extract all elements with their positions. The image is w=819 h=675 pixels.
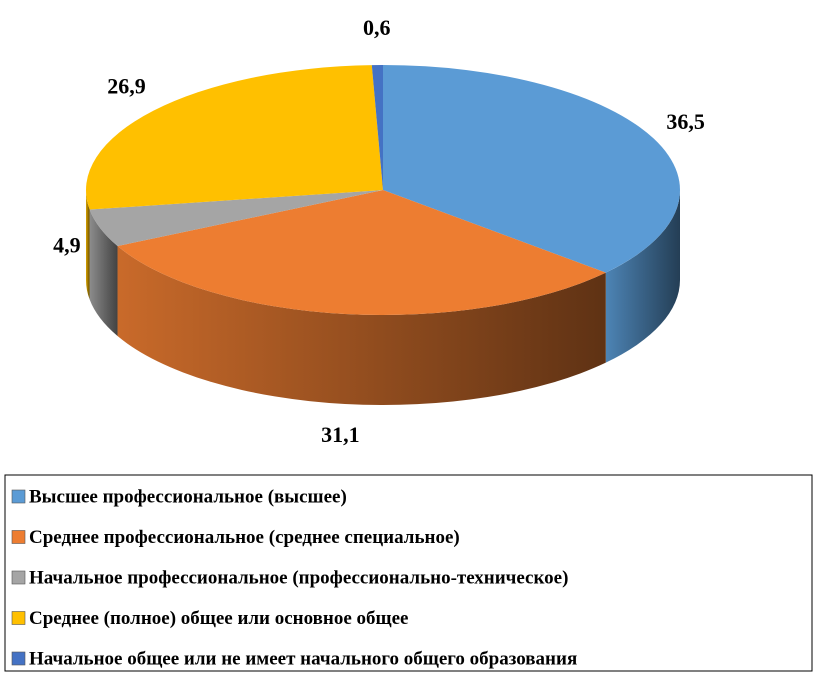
- legend-swatch: [11, 570, 26, 585]
- legend-label: Начальное общее или не имеет начального …: [29, 648, 577, 669]
- pie-sides: [86, 190, 680, 405]
- legend-label: Начальное профессиональное (профессионал…: [29, 567, 568, 588]
- legend-swatch: [11, 611, 26, 625]
- legend-swatch: [11, 489, 26, 504]
- slice: [117, 190, 606, 315]
- slice: [89, 190, 384, 247]
- data-label: 0,6: [363, 15, 391, 40]
- legend-label: Высшее профессиональное (высшее): [29, 486, 347, 507]
- legend-label: Среднее профессиональное (среднее специа…: [29, 527, 460, 548]
- slice-side: [605, 190, 680, 363]
- slice-side: [89, 209, 118, 337]
- legend-swatch: [11, 651, 26, 666]
- data-label: 26,9: [107, 73, 146, 98]
- legend-box: [4, 474, 813, 672]
- data-label: 31,1: [321, 422, 360, 447]
- legend-swatch: [11, 530, 26, 544]
- slice-side: [117, 246, 606, 405]
- slice: [371, 65, 383, 190]
- legend-label: Среднее (полное) общее или основное обще…: [29, 608, 408, 629]
- slice: [85, 65, 383, 210]
- pie-tops: [85, 65, 680, 315]
- slice: [383, 65, 680, 273]
- data-label: 36,5: [666, 109, 705, 134]
- slice-side: [86, 190, 90, 300]
- data-label: 4,9: [53, 232, 81, 257]
